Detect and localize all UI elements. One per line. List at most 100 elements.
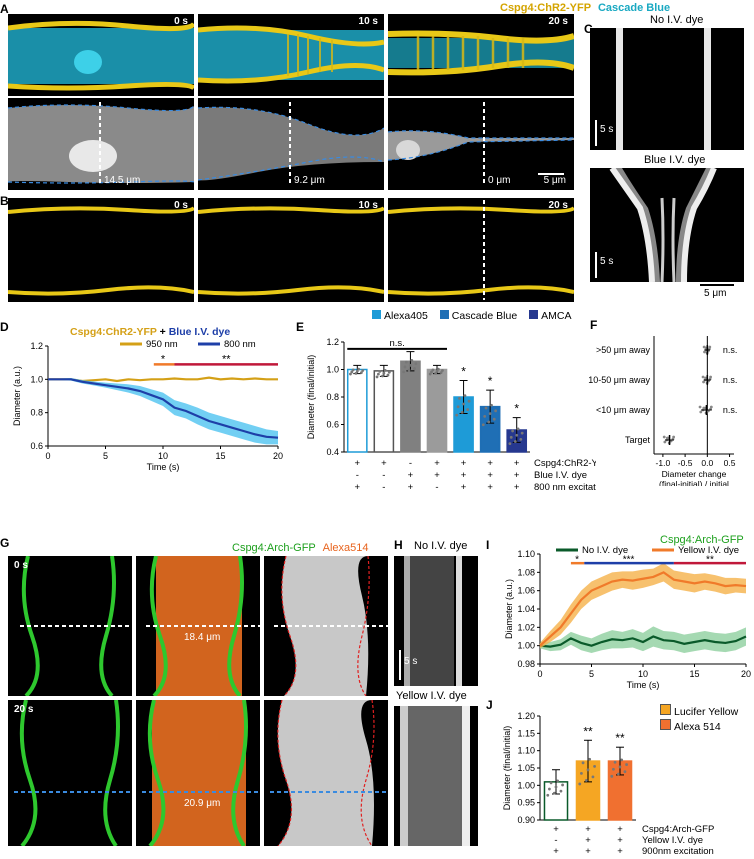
data-point [466,408,470,411]
condition-symbol: + [553,846,559,857]
data-point [593,764,596,768]
time-label: 10 s [358,16,378,27]
y-tick-label: 0.4 [326,447,339,457]
x-tick-label: 0.0 [701,458,713,468]
y-tick-label: 1.2 [326,337,339,347]
panel-b-image-20s: 20 s [388,198,574,302]
data-point [458,396,461,400]
condition-label: Cspg4:ChR2-YFP [534,458,596,469]
panel-label-h: H [394,538,403,552]
panel-h-kymograph-bottom [394,706,478,846]
data-point [620,758,624,762]
data-point [386,373,390,377]
data-point [708,345,712,349]
time-label: 20 s [548,16,568,27]
data-point [704,376,707,380]
x-tick-label: 5 [103,451,108,461]
data-point [484,406,488,410]
data-point [413,367,416,370]
series-error-band [48,378,278,445]
category-label: Target [625,435,651,445]
y-tick-label: 0.98 [517,659,535,669]
legend-item: AMCA [529,310,572,322]
data-point [428,372,432,376]
data-point [436,367,440,371]
data-point [409,363,412,367]
legend-label: No I.V. dye [582,545,628,556]
panel-j-chart: 0.90 0.95 1.00 1.05 1.10 1.15 1.20 Diameter (fi… [502,711,714,857]
x-tick-label: 5 [589,669,594,679]
data-point [552,791,556,795]
condition-symbol: + [487,482,493,493]
panel-a-image-20s: 20 s [388,14,574,96]
panel-j-legend: Lucifer Yellow Alexa 514 [660,704,738,734]
legend-label: Yellow I.V. dye [678,545,739,556]
diameter-label: 9.2 μm [294,175,325,186]
data-point [387,370,391,374]
data-point [441,369,444,372]
significance-star: * [488,374,493,388]
data-point [556,779,560,783]
diameter-label: 20.9 μm [184,798,221,809]
y-axis-label: Diameter (final/initial) [306,355,316,440]
data-point [513,440,517,443]
y-tick-label: 1.00 [517,780,535,790]
panel-d-chart: 0.6 0.8 1.0 1.2 0 5 10 15 20 Time (s) Diameter (a.… [12,339,283,472]
condition-symbol: - [435,482,438,493]
panel-e-legend: Alexa405 Cascade Blue AMCA [372,310,572,322]
data-point [511,429,515,433]
data-point [625,763,628,766]
x-tick-label: 20 [273,451,283,461]
ns-label: n.s. [723,375,738,385]
data-point [487,420,491,424]
data-point [494,409,498,413]
panel-label-f: F [590,318,598,332]
y-tick-label: 1.20 [517,711,535,721]
condition-symbol: + [585,824,591,835]
data-point [701,375,705,379]
data-point [462,402,465,406]
significance-star: ** [615,731,625,745]
series-line [48,378,279,439]
data-point [662,435,666,439]
series-line [539,635,747,648]
panel-g-merge-0s: 18.4 μm [136,556,260,696]
y-tick-label: 0.8 [326,392,339,402]
panel-label-d: D [0,320,9,334]
data-point [439,371,443,375]
panel-label-c: C [584,22,593,36]
data-point [430,370,433,374]
data-point [586,768,590,772]
panel-h-title-bottom: Yellow I.V. dye [396,690,467,702]
panel-i-chart: 0.98 1.00 1.02 1.04 1.06 1.08 1.10 0 5 10 15 20 Time… [504,545,751,690]
x-tick-label: 15 [215,451,225,461]
data-point [548,787,551,791]
data-point [407,368,411,372]
condition-symbol: + [408,482,414,493]
data-point [581,761,585,765]
data-point [613,760,617,764]
condition-label: Cspg4:Arch-GFP [642,824,714,835]
diameter-label: 0 μm [488,175,511,186]
data-point [580,771,583,775]
data-point [456,405,460,409]
panel-g-gray-0s [264,556,388,696]
condition-label: Blue I.V. dye [534,470,587,481]
panel-g-gfp-0s: 0 s [8,556,132,696]
panel-g-gray-20s [264,700,388,846]
data-point [404,360,408,364]
data-point [490,403,493,407]
y-tick-label: 1.15 [517,728,535,738]
y-tick-label: 0.90 [517,815,535,825]
time-label: 10 s [358,200,378,211]
panel-a-gray-10s: 9.2 μm [198,98,384,190]
data-point [612,767,615,771]
panel-a-image-0s: 0 s [8,14,194,96]
significance-star: ** [222,354,231,366]
data-point [561,783,564,787]
data-point [455,413,459,417]
panel-label-g: G [0,536,10,550]
y-tick-label: 0.6 [326,420,339,430]
condition-symbol: + [434,470,440,481]
